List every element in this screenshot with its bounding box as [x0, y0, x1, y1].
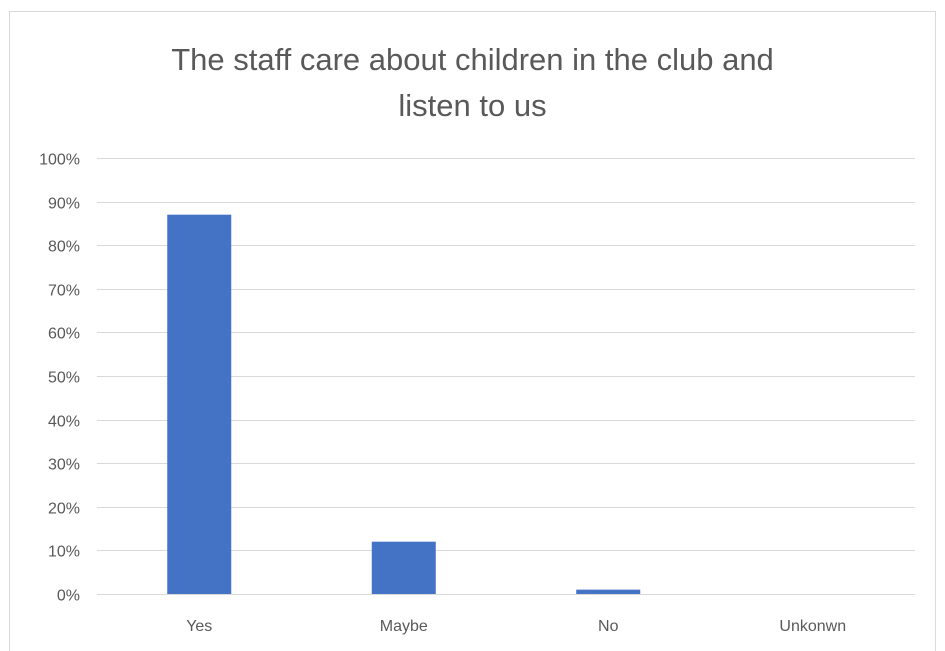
x-tick-label: Maybe [380, 618, 428, 635]
y-tick-label: 40% [48, 414, 80, 431]
gridlines [97, 158, 915, 595]
x-tick-label: Yes [186, 618, 212, 635]
y-tick-label: 80% [48, 239, 80, 256]
bars [167, 214, 641, 594]
x-axis-tick-labels: Yes Maybe No Unkonwn [186, 618, 846, 635]
chart-title-line-1: The staff care about children in the clu… [171, 42, 774, 77]
y-axis-tick-labels: 0% 10% 20% 30% 40% 50% 60% 70% 80% 90% 100% [39, 152, 80, 605]
x-tick-label: No [598, 618, 619, 635]
chart-title-line-2: listen to us [398, 88, 547, 123]
bar-yes [167, 214, 232, 594]
y-tick-label: 100% [39, 152, 80, 169]
y-tick-label: 50% [48, 370, 80, 387]
bar-maybe [371, 541, 436, 594]
y-tick-label: 30% [48, 457, 80, 474]
chart-title: The staff care about children in the clu… [0, 37, 945, 129]
y-tick-label: 70% [48, 283, 80, 300]
chart-frame [9, 11, 936, 651]
y-tick-label: 20% [48, 501, 80, 518]
bar-no [576, 589, 641, 594]
y-tick-label: 10% [48, 544, 80, 561]
y-tick-label: 90% [48, 196, 80, 213]
x-tick-label: Unkonwn [779, 618, 846, 635]
y-tick-label: 60% [48, 326, 80, 343]
y-tick-label: 0% [57, 588, 80, 605]
